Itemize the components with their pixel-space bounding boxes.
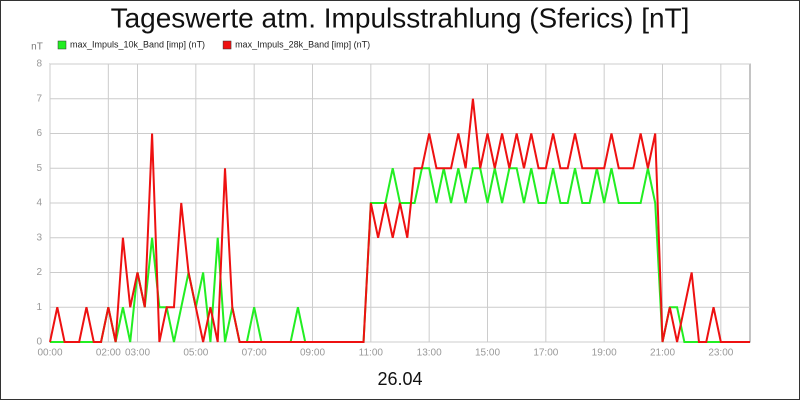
y-tick-label: 3 — [36, 232, 42, 243]
y-axis-label: nT — [31, 42, 43, 53]
y-tick-label: 0 — [36, 337, 42, 348]
x-tick-label: 00:00 — [37, 348, 62, 359]
y-tick-label: 7 — [36, 93, 42, 104]
x-tick-label: 13:00 — [417, 348, 442, 359]
x-tick-label: 19:00 — [592, 348, 617, 359]
x-tick-label: 03:00 — [125, 348, 150, 359]
x-tick-label: 21:00 — [650, 348, 675, 359]
x-axis-label: 26.04 — [377, 369, 422, 389]
x-tick-label: 07:00 — [242, 348, 267, 359]
y-tick-label: 4 — [36, 198, 42, 209]
legend-swatch — [57, 40, 67, 50]
x-tick-label: 05:00 — [183, 348, 208, 359]
x-tick-label: 17:00 — [533, 348, 558, 359]
y-tick-label: 1 — [36, 302, 42, 313]
data-line — [49, 98, 750, 343]
y-tick-label: 6 — [36, 128, 42, 139]
x-tick-label: 02:00 — [96, 348, 121, 359]
y-tick-label: 5 — [36, 163, 42, 174]
y-tick-label: 2 — [36, 267, 42, 278]
x-tick-label: 23:00 — [708, 348, 733, 359]
x-tick-label: 11:00 — [359, 348, 384, 359]
legend-label: max_Impuls_28k_Band [imp] (nT) — [235, 39, 370, 49]
legend-label: max_Impuls_10k_Band [imp] (nT) — [70, 39, 205, 49]
y-tick-label: 8 — [36, 59, 42, 70]
x-tick-label: 15:00 — [475, 348, 500, 359]
chart-title: Tageswerte atm. Impulsstrahlung (Sferics… — [111, 2, 690, 33]
legend-swatch — [222, 40, 232, 50]
x-tick-label: 09:00 — [300, 348, 325, 359]
